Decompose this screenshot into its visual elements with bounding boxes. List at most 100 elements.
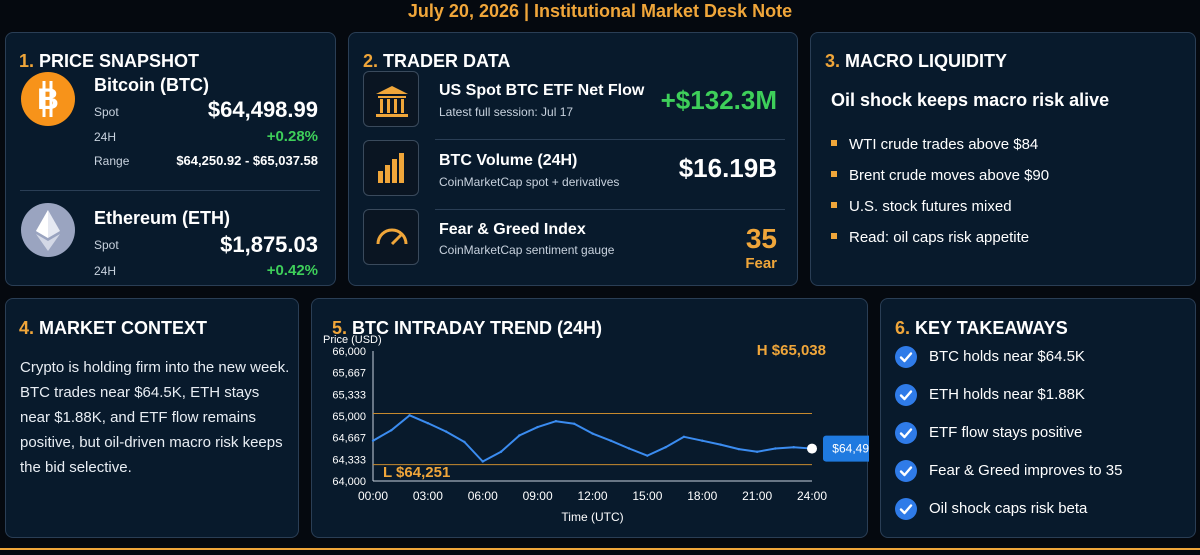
btc-range-label: Range [94, 154, 130, 168]
x-tick-label: 03:00 [413, 489, 443, 503]
trader-data-panel: 2. TRADER DATA US Spot BTC ETF Net Flow … [348, 32, 798, 286]
last-value-label: $64,499 [832, 442, 869, 456]
y-tick-label: 64,333 [332, 454, 366, 466]
bitcoin-icon: B [21, 72, 75, 126]
list-item: WTI crude trades above $84 [831, 136, 1038, 153]
btc-spot-value: $64,498.99 [207, 97, 318, 122]
x-tick-label: 09:00 [523, 489, 553, 503]
heading-text: KEY TAKEAWAYS [915, 318, 1068, 338]
btc-line-chart: 64,000 64,333 64,667 65,000 65,333 65,667 66,0… [323, 334, 869, 524]
data-point [755, 450, 759, 453]
y-tick-label: 65,333 [332, 389, 366, 401]
heading-text: MACRO LIQUIDITY [845, 51, 1008, 71]
data-point [646, 454, 649, 457]
y-tick-label: 64,000 [332, 476, 366, 488]
heading-number: 1. [19, 51, 35, 71]
y-tick-label: 65,667 [332, 368, 366, 380]
price-snapshot-panel: 1. PRICE SNAPSHOT B Bitcoin (BTC) Spot $… [5, 32, 336, 286]
data-point [371, 439, 375, 442]
data-point [390, 429, 393, 432]
price-snapshot-heading: 1. PRICE SNAPSHOT [19, 51, 199, 72]
btc-change-value: +0.28% [266, 128, 318, 145]
fear-greed-value: 35 [745, 223, 777, 254]
x-tick-label: 12:00 [577, 489, 607, 503]
x-tick-label: 15:00 [632, 489, 662, 503]
x-tick-label: 24:00 [797, 489, 827, 503]
data-point [664, 446, 667, 449]
key-takeaways-panel: 6. KEY TAKEAWAYS BTC holds near $64.5K ET… [880, 298, 1196, 538]
data-point [774, 447, 777, 450]
divider [20, 190, 320, 191]
data-point [536, 425, 539, 429]
bank-icon [363, 71, 419, 127]
y-axis-label: Price (USD) [323, 334, 382, 346]
heading-number: 3. [825, 51, 841, 71]
data-point [554, 420, 558, 423]
check-icon [895, 384, 917, 406]
fear-greed-sub: CoinMarketCap sentiment gauge [439, 243, 615, 257]
data-point [481, 460, 484, 463]
takeaway-item: Fear & Greed improves to 35 [929, 462, 1123, 479]
bar-chart-icon [363, 140, 419, 196]
etf-flow-title: US Spot BTC ETF Net Flow [439, 82, 645, 99]
context-heading: 4. MARKET CONTEXT [19, 318, 207, 339]
last-point-marker [807, 443, 817, 454]
btc-spot-label: Spot [94, 105, 119, 119]
heading-number: 6. [895, 318, 911, 338]
data-point [499, 450, 503, 453]
macro-headline: Oil shock keeps macro risk alive [831, 90, 1110, 110]
etf-flow-value: +$132.3M [660, 85, 777, 115]
volume-title: BTC Volume (24H) [439, 152, 578, 169]
page-title: July 20, 2026 | Institutional Market Des… [407, 1, 793, 21]
bullet-icon [831, 171, 837, 178]
bullet-text: U.S. stock futures mixed [849, 198, 1012, 215]
data-point [591, 432, 594, 435]
x-axis-label: Time (UTC) [561, 510, 623, 524]
data-point [792, 446, 795, 449]
footer-rule [0, 548, 1200, 550]
data-point [426, 421, 430, 425]
volume-sub: CoinMarketCap spot + derivatives [439, 175, 620, 189]
bullet-icon [831, 202, 837, 209]
volume-value: $16.19B [678, 153, 777, 183]
intraday-trend-panel: 5. BTC INTRADAY TREND (24H) 64,000 64,333… [311, 298, 869, 538]
svg-text:B: B [37, 83, 59, 116]
data-point [518, 434, 521, 437]
eth-spot-label: Spot [94, 238, 119, 252]
gauge-icon [363, 209, 419, 265]
heading-text: MARKET CONTEXT [39, 318, 208, 338]
bullet-text: Brent crude moves above $90 [849, 167, 1050, 184]
last-value-badge [823, 435, 869, 462]
y-tick-label: 64,667 [332, 433, 366, 445]
heading-text: PRICE SNAPSHOT [39, 51, 200, 71]
y-tick-label: 66,000 [332, 346, 366, 358]
btc-name: Bitcoin (BTC) [94, 75, 209, 95]
data-point [609, 439, 612, 442]
data-point [463, 440, 466, 444]
list-item: Brent crude moves above $90 [831, 167, 1049, 184]
heading-text: BTC INTRADAY TREND (24H) [352, 318, 603, 338]
list-item: Read: oil caps risk appetite [831, 229, 1029, 246]
y-tick-label: 65,000 [332, 411, 366, 423]
fear-greed-title: Fear & Greed Index [439, 221, 586, 238]
check-icon [895, 498, 917, 520]
data-point [408, 414, 411, 417]
x-tick-label: 06:00 [468, 489, 498, 503]
market-context-panel: 4. MARKET CONTEXT Crypto is holding firm… [5, 298, 299, 538]
divider [435, 139, 785, 140]
takeaways-heading: 6. KEY TAKEAWAYS [895, 318, 1068, 339]
data-point [701, 439, 704, 442]
trend-heading: 5. BTC INTRADAY TREND (24H) [332, 318, 602, 339]
heading-number: 2. [363, 51, 379, 71]
data-point [627, 447, 631, 450]
divider [435, 209, 785, 210]
check-icon [895, 346, 917, 368]
x-tick-label: 00:00 [358, 489, 388, 503]
data-point [573, 422, 576, 425]
data-point [719, 443, 722, 446]
high-label: H $65,038 [757, 342, 826, 359]
list-item: U.S. stock futures mixed [831, 198, 1012, 215]
bullet-text: WTI crude trades above $84 [849, 136, 1039, 153]
takeaway-item: ETF flow stays positive [929, 424, 1083, 441]
takeaway-item: BTC holds near $64.5K [929, 348, 1085, 365]
